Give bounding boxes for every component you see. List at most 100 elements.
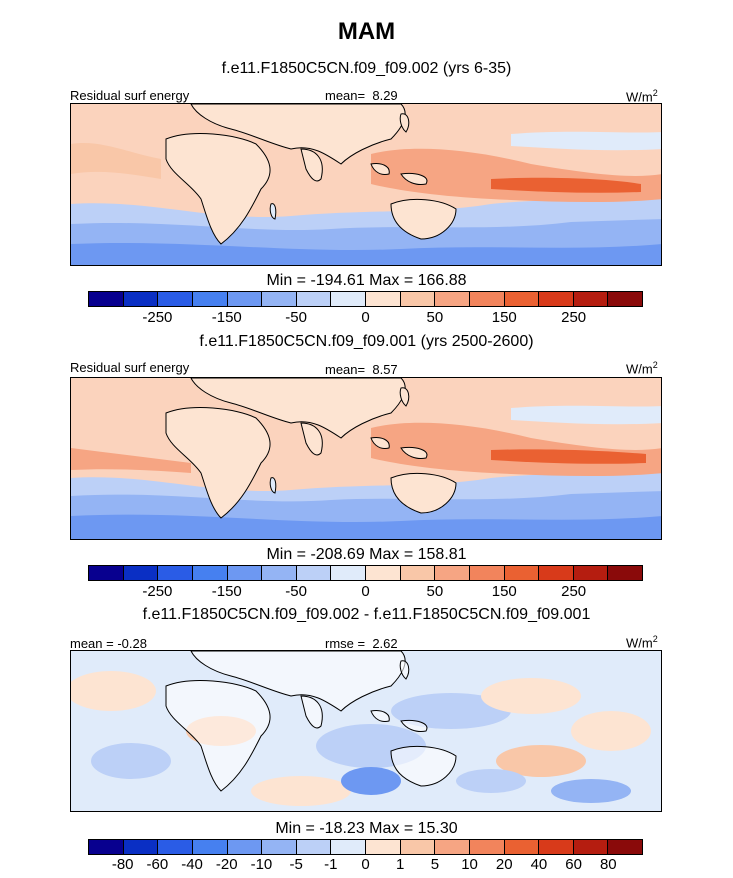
colorbar-swatch — [366, 566, 401, 580]
colorbar-swatch — [608, 840, 642, 854]
panel-3-mean: mean = -0.28 — [70, 636, 147, 651]
colorbar-swatch — [608, 292, 642, 306]
colorbar-swatch — [123, 566, 159, 580]
colorbar-swatch — [435, 840, 470, 854]
colorbar-tick-label: -5 — [289, 856, 303, 873]
colorbar-tick-label: 250 — [561, 309, 587, 326]
colorbar-swatch — [469, 566, 505, 580]
colorbar-swatch — [227, 292, 263, 306]
colorbar-tick-label: 250 — [561, 583, 587, 600]
colorbar-tick-label: 40 — [530, 856, 548, 873]
colorbar-tick-label: 0 — [361, 309, 370, 326]
panel-2-colorbar-ticks: -250 -150 -50 0 50 150 250 — [88, 583, 643, 603]
colorbar-swatch — [573, 840, 609, 854]
colorbar-tick-label: -50 — [285, 583, 307, 600]
colorbar-swatch — [504, 566, 540, 580]
colorbar-tick-label: -150 — [211, 583, 242, 600]
colorbar-swatch — [400, 292, 436, 306]
colorbar-swatch — [539, 292, 574, 306]
colorbar-swatch — [573, 566, 609, 580]
colorbar-swatch — [331, 566, 366, 580]
colorbar-swatch — [435, 292, 470, 306]
colorbar-swatch — [539, 840, 574, 854]
colorbar-swatch — [158, 566, 193, 580]
panel-3-map — [70, 650, 662, 812]
colorbar-swatch — [158, 292, 193, 306]
colorbar-swatch — [296, 292, 332, 306]
colorbar-tick-label: -80 — [111, 856, 134, 873]
colorbar-swatch — [192, 566, 228, 580]
panel-2-title: f.e11.F1850C5CN.f09_f09.001 (yrs 2500-26… — [199, 333, 534, 350]
colorbar-tick-label: -10 — [250, 856, 273, 873]
panel-2-mean: mean= 8.57 — [325, 362, 398, 377]
colorbar-swatch — [227, 566, 263, 580]
colorbar-swatch — [469, 292, 505, 306]
colorbar-tick-label: -150 — [211, 309, 242, 326]
colorbar-tick-label: 10 — [461, 856, 478, 873]
colorbar-swatch — [89, 840, 124, 854]
colorbar-tick-label: -50 — [285, 309, 307, 326]
colorbar-swatch — [262, 292, 297, 306]
colorbar-swatch — [400, 566, 436, 580]
colorbar-tick-label: 0 — [361, 583, 370, 600]
colorbar-tick-label: -20 — [215, 856, 238, 873]
panel-3-colorbar-ticks: -80 -60 -40 -20 -10 -5 -1 0 1 5 10 20 40 60 80 — [88, 856, 643, 876]
panel-1-map — [70, 103, 662, 266]
colorbar-tick-label: 5 — [430, 856, 440, 873]
colorbar-swatch — [296, 840, 332, 854]
panel-3-title: f.e11.F1850C5CN.f09_f09.002 - f.e11.F185… — [142, 606, 591, 623]
colorbar-tick-label: -40 — [181, 856, 203, 873]
colorbar-swatch — [227, 840, 263, 854]
colorbar-tick-label: -1 — [324, 856, 338, 873]
colorbar-swatch — [331, 840, 366, 854]
panel-1-minmax: Min = -194.61 Max = 166.88 — [266, 272, 467, 289]
colorbar-swatch — [331, 292, 366, 306]
colorbar-swatch — [296, 566, 332, 580]
panel-1-units: W/m2 — [626, 88, 658, 105]
colorbar-swatch — [123, 840, 159, 854]
colorbar-swatch — [539, 566, 574, 580]
colorbar-tick-label: 50 — [426, 583, 444, 600]
colorbar-swatch — [366, 292, 401, 306]
colorbar-swatch — [504, 840, 540, 854]
colorbar-swatch — [400, 840, 436, 854]
colorbar-tick-label: 1 — [396, 856, 405, 873]
colorbar-swatch — [435, 566, 470, 580]
colorbar-swatch — [608, 566, 642, 580]
panel-3-rmse: rmse = 2.62 — [325, 636, 398, 651]
colorbar-swatch — [192, 840, 228, 854]
panel-1-variable-label: Residual surf energy — [70, 88, 190, 103]
colorbar-tick-label: 60 — [565, 856, 582, 873]
colorbar-swatch — [192, 292, 228, 306]
panel-3-colorbar — [88, 839, 643, 855]
colorbar-tick-label: -250 — [142, 309, 173, 326]
colorbar-swatch — [89, 566, 124, 580]
panel-2-colorbar — [88, 565, 643, 581]
figure-title: MAM — [337, 18, 396, 45]
panel-1-title: f.e11.F1850C5CN.f09_f09.002 (yrs 6-35) — [221, 60, 512, 77]
colorbar-tick-label: 80 — [599, 856, 617, 873]
colorbar-tick-label: 150 — [491, 309, 517, 326]
colorbar-swatch — [262, 566, 297, 580]
colorbar-swatch — [262, 840, 297, 854]
colorbar-swatch — [123, 292, 159, 306]
panel-1-mean: mean= 8.29 — [325, 88, 398, 103]
colorbar-swatch — [89, 292, 124, 306]
colorbar-swatch — [469, 840, 505, 854]
colorbar-tick-label: -250 — [142, 583, 173, 600]
panel-2-minmax: Min = -208.69 Max = 158.81 — [266, 546, 467, 563]
colorbar-swatch — [573, 292, 609, 306]
panel-3-minmax: Min = -18.23 Max = 15.30 — [275, 820, 458, 837]
colorbar-swatch — [504, 292, 540, 306]
panel-2-units: W/m2 — [626, 360, 658, 377]
colorbar-swatch — [158, 840, 193, 854]
colorbar-tick-label: 50 — [426, 309, 444, 326]
panel-1-colorbar-ticks: -250 -150 -50 0 50 150 250 — [88, 309, 643, 329]
panel-2-variable-label: Residual surf energy — [70, 360, 190, 375]
colorbar-swatch — [366, 840, 401, 854]
colorbar-tick-label: -60 — [146, 856, 169, 873]
colorbar-tick-label: 150 — [491, 583, 517, 600]
colorbar-tick-label: 0 — [361, 856, 370, 873]
panel-2-map — [70, 377, 662, 540]
panel-3-units: W/m2 — [626, 634, 658, 651]
